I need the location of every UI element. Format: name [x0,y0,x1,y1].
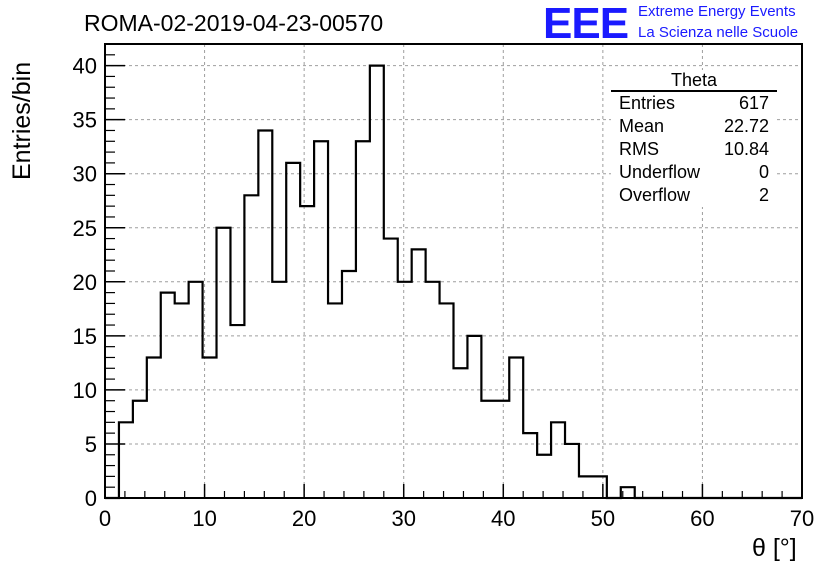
histogram-bin [495,401,509,498]
stats-label: Underflow [619,162,701,182]
histogram-bin [217,228,231,498]
histogram-bin [398,282,412,498]
histogram-bin [258,130,272,498]
y-tick-label: 30 [73,162,97,187]
histogram-bin [300,206,314,498]
y-tick-label: 15 [73,324,97,349]
y-tick-label: 0 [85,486,97,511]
histogram-bin [244,195,258,498]
x-tick-label: 0 [99,506,111,531]
x-tick-label: 40 [491,506,515,531]
stats-label: Overflow [619,185,691,205]
stats-row-overflow: Overflow 2 [611,184,777,207]
histogram-bin [147,357,161,498]
stats-value: 22.72 [723,116,769,136]
histogram-bin [537,455,551,498]
stats-row-underflow: Underflow 0 [611,161,777,184]
stats-value: 617 [738,93,769,113]
histogram-bin [412,249,426,498]
x-tick-label: 10 [192,506,216,531]
histogram-bin [133,401,147,498]
x-tick-label: 30 [391,506,415,531]
x-tick-label: 50 [591,506,615,531]
y-tick-label: 20 [73,270,97,295]
histogram-bin [314,141,328,498]
stats-value: 10.84 [723,139,769,159]
y-tick-label: 5 [85,432,97,457]
histogram-bin [356,141,370,498]
histogram-bin [579,476,593,498]
x-axis-label: θ [°] [752,534,797,562]
histogram-bin [175,303,189,498]
histogram-bin [593,476,607,498]
histogram-bin [523,433,537,498]
logo-subtitle-2: La Scienza nelle Scuole [638,24,799,41]
x-tick-label: 70 [790,506,814,531]
stats-row-entries: Entries 617 [611,92,777,115]
histogram-bin [551,422,565,498]
histogram-bin [230,325,244,498]
stats-row-rms: RMS 10.84 [611,138,777,161]
grid-lines [105,44,802,498]
histogram-bin [272,282,286,498]
histogram-bin [565,444,579,498]
stats-label: Entries [619,93,676,113]
histogram-bin [426,282,440,498]
histogram-bin [467,336,481,498]
stats-row-mean: Mean 22.72 [611,115,777,138]
histogram-bin [189,282,203,498]
stats-box: Theta Entries 617 Mean 22.72 RMS 10.84 U… [611,70,777,207]
axis-ticks [104,43,803,499]
stats-label: Mean [619,116,665,136]
stats-value: 0 [758,162,769,182]
stats-title: Theta [611,70,777,92]
logo-subtitle-1: Extreme Energy Events [638,3,796,20]
y-axis-label: Entries/bin [8,61,36,180]
histogram-bin [328,303,342,498]
histogram-bin [370,66,384,498]
histogram-bin [342,271,356,498]
histogram-bin [384,239,398,498]
histogram-bin [454,368,468,498]
chart-title: ROMA-02-2019-04-23-00570 [84,10,384,36]
histogram-bars [105,64,802,500]
y-tick-label: 10 [73,378,97,403]
histogram-bin [203,357,217,498]
stats-label: RMS [619,139,659,159]
histogram-bin [119,422,133,498]
histogram-outline [105,64,802,500]
y-tick-label: 40 [73,54,97,79]
x-tick-label: 20 [292,506,316,531]
histogram-bin [509,357,523,498]
eee-logo: EEE [543,0,629,48]
histogram-bin [481,401,495,498]
histogram-bin [286,163,300,498]
histogram-bin [440,303,454,498]
y-tick-label: 25 [73,216,97,241]
histogram-bin [161,293,175,498]
y-tick-label: 35 [73,108,97,133]
stats-value: 2 [758,185,769,205]
x-tick-label: 60 [690,506,714,531]
